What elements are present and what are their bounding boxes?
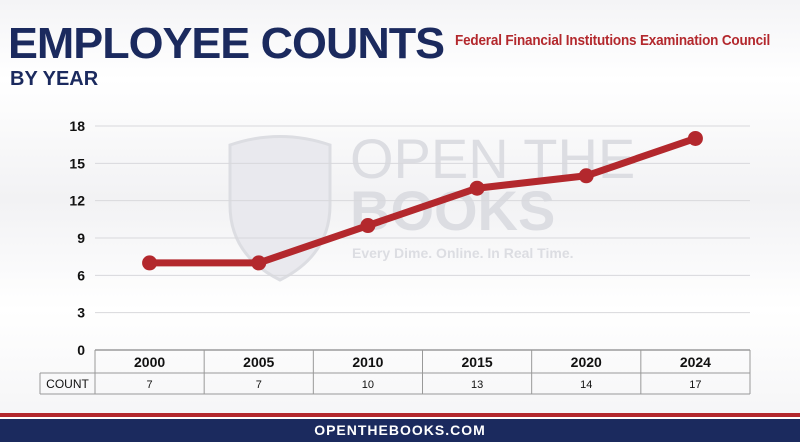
y-tick-label: 12 <box>69 193 85 209</box>
table-value: 13 <box>471 379 483 391</box>
y-tick-label: 18 <box>69 118 85 134</box>
data-point <box>469 180 485 196</box>
series <box>142 130 703 271</box>
y-tick-label: 3 <box>77 305 85 321</box>
x-tick-label: 2005 <box>243 354 274 370</box>
x-tick-label: 2024 <box>680 354 711 370</box>
y-tick-label: 15 <box>69 155 85 171</box>
data-point <box>360 218 376 234</box>
table-value: 7 <box>256 379 262 391</box>
table-row-label: COUNT <box>46 377 89 391</box>
y-axis: 0 3 6 9 12 15 18 <box>69 118 85 358</box>
footer-url[interactable]: OPENTHEBOOKS.COM <box>0 419 800 442</box>
footer-stripe-red <box>0 413 800 417</box>
data-point <box>251 255 267 271</box>
watermark-tagline: Every Dime. Online. In Real Time. <box>352 245 574 261</box>
chart-subtitle: BY YEAR <box>10 68 99 90</box>
data-point <box>578 168 594 184</box>
x-tick-label: 2015 <box>462 354 493 370</box>
footer-stripe-white <box>0 417 800 419</box>
x-tick-label: 2020 <box>571 354 602 370</box>
y-tick-label: 0 <box>77 342 85 358</box>
x-tick-label: 2010 <box>352 354 383 370</box>
series-line <box>146 134 699 267</box>
table-value: 17 <box>689 379 701 391</box>
data-table: COUNT 2000 7 2005 7 2010 10 2015 13 2020 14 2024 17 <box>39 350 751 395</box>
x-tick-label: 2000 <box>134 354 165 370</box>
watermark: OPEN THE BOOKS Every Dime. Online. In Re… <box>228 127 635 282</box>
table-value: 7 <box>147 379 153 391</box>
data-point <box>142 255 158 271</box>
table-value: 10 <box>362 379 374 391</box>
table-value: 14 <box>580 379 592 391</box>
agency-name: Federal Financial Institutions Examinati… <box>454 32 770 49</box>
data-point <box>687 130 703 146</box>
chart-title: EMPLOYEE COUNTS <box>8 19 445 68</box>
line-chart: OPEN THE BOOKS Every Dime. Online. In Re… <box>39 118 751 395</box>
watermark-line-2: BOOKS <box>350 179 555 242</box>
y-tick-label: 9 <box>77 230 85 246</box>
y-tick-label: 6 <box>77 267 85 283</box>
